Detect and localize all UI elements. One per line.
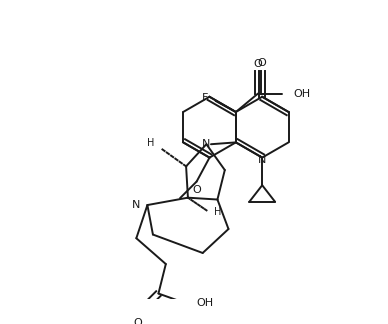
Text: N: N bbox=[258, 155, 267, 165]
Text: O: O bbox=[134, 318, 142, 324]
Text: O: O bbox=[192, 185, 201, 195]
Text: H: H bbox=[214, 206, 221, 216]
Text: F: F bbox=[202, 93, 208, 103]
Text: OH: OH bbox=[293, 88, 310, 98]
Text: O: O bbox=[254, 59, 262, 69]
Text: O: O bbox=[258, 58, 267, 68]
Text: OH: OH bbox=[196, 298, 213, 308]
Text: H: H bbox=[147, 138, 155, 148]
Text: N: N bbox=[132, 200, 140, 210]
Text: N: N bbox=[202, 139, 211, 149]
